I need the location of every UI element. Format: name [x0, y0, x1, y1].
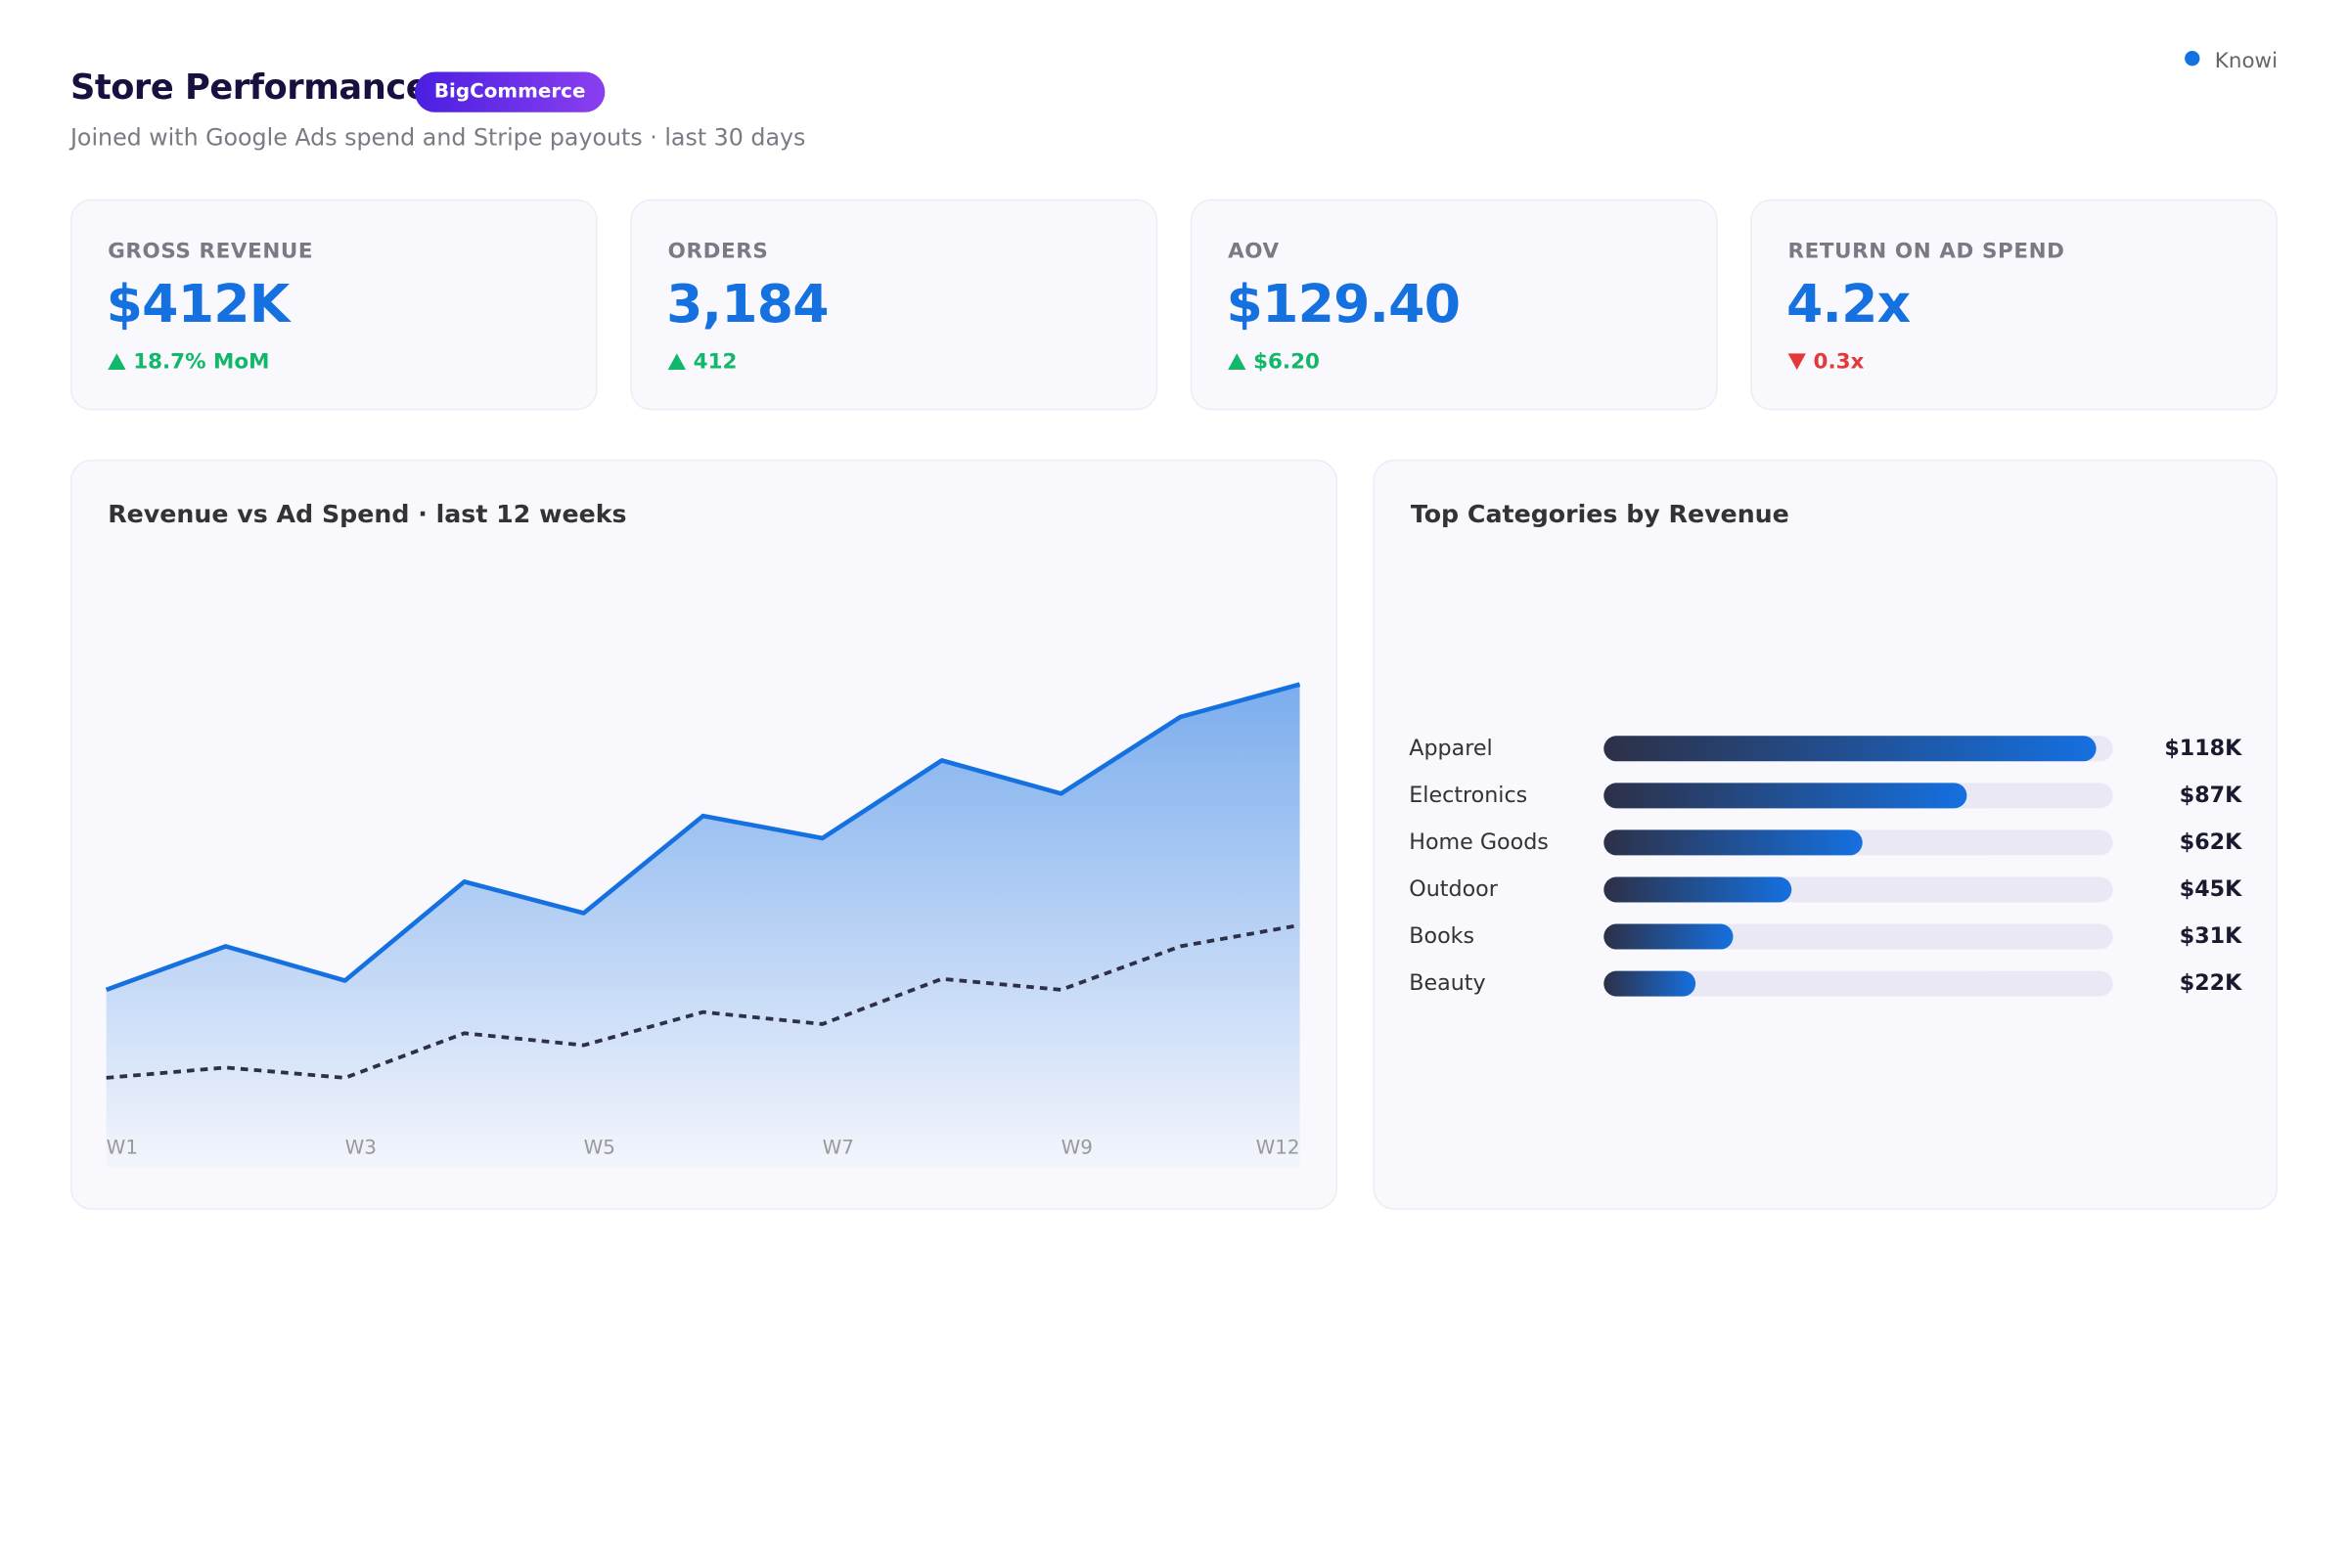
bar-track: [1603, 970, 2113, 997]
kpi-value: 3,184: [666, 275, 829, 336]
kpi-label: ORDERS: [667, 239, 769, 264]
page-title: Store Performance: [69, 68, 429, 109]
kpi-value: 4.2x: [1786, 275, 1911, 336]
bar: [1603, 970, 1696, 997]
chart-title: Revenue vs Ad Spend · last 12 weeks: [108, 500, 627, 529]
kpi-delta: 0.3x: [1787, 350, 1865, 375]
x-tick-label: W12: [1256, 1136, 1300, 1158]
delta-text: $6.20: [1253, 350, 1320, 375]
delta-arrow: [1228, 353, 1246, 371]
kpi-card: GROSS REVENUE $412K 18.7% MoM: [69, 199, 598, 411]
arrow-shape: [108, 353, 126, 371]
arrow-shape: [1787, 353, 1806, 371]
bar: [1603, 829, 1863, 856]
source-badge: BigCommerce: [414, 71, 606, 112]
bar: [1603, 876, 1792, 903]
arrow-shape: [667, 353, 687, 371]
kpi-delta: 18.7% MoM: [108, 350, 270, 375]
category-label: Apparel: [1409, 736, 1492, 761]
bar: [1603, 783, 1967, 809]
kpi-delta: $6.20: [1228, 350, 1320, 375]
x-tick-label: W5: [584, 1136, 615, 1158]
series-line: [105, 682, 1301, 993]
value-label: $118K: [2164, 736, 2242, 761]
chart-title: Top Categories by Revenue: [1410, 500, 1789, 529]
category-label: Books: [1409, 923, 1474, 949]
category-label: Electronics: [1409, 783, 1527, 808]
brand: Knowi: [2185, 50, 2278, 73]
kpi-label: GROSS REVENUE: [108, 239, 314, 264]
arrow-shape: [1228, 353, 1246, 371]
bar: [1603, 923, 1734, 950]
delta-arrow: [108, 353, 126, 371]
category-label: Beauty: [1409, 970, 1485, 996]
value-label: $45K: [2180, 876, 2242, 902]
value-label: $31K: [2180, 923, 2242, 949]
delta-arrow: [1787, 353, 1806, 371]
kpi-value: $129.40: [1226, 275, 1461, 336]
kpi-card: ORDERS 3,184 412: [630, 199, 1158, 411]
x-tick-label: W3: [345, 1136, 377, 1158]
category-label: Outdoor: [1409, 876, 1498, 902]
delta-text: 0.3x: [1813, 350, 1865, 375]
x-tick-label: W1: [107, 1136, 138, 1158]
value-label: $62K: [2180, 829, 2242, 855]
area-fill: [106, 684, 1300, 1168]
value-label: $22K: [2180, 970, 2242, 996]
x-tick-label: W7: [823, 1136, 854, 1158]
x-tick-label: W9: [1061, 1136, 1093, 1158]
kpi-value: $412K: [106, 275, 291, 336]
kpi-card: RETURN ON AD SPEND 4.2x 0.3x: [1750, 199, 2279, 411]
delta-text: 18.7% MoM: [133, 350, 270, 375]
kpi-label: RETURN ON AD SPEND: [1787, 239, 2065, 264]
bar: [1603, 736, 2097, 762]
value-label: $87K: [2180, 783, 2242, 808]
delta-text: 412: [693, 350, 738, 375]
kpi-card: AOV $129.40 $6.20: [1190, 199, 1718, 411]
page-subtitle: Joined with Google Ads spend and Stripe …: [69, 124, 806, 152]
kpi-label: AOV: [1228, 239, 1280, 264]
delta-arrow: [667, 353, 687, 371]
kpi-delta: 412: [667, 350, 738, 375]
category-label: Home Goods: [1409, 829, 1549, 855]
series-line: [106, 922, 1300, 1080]
